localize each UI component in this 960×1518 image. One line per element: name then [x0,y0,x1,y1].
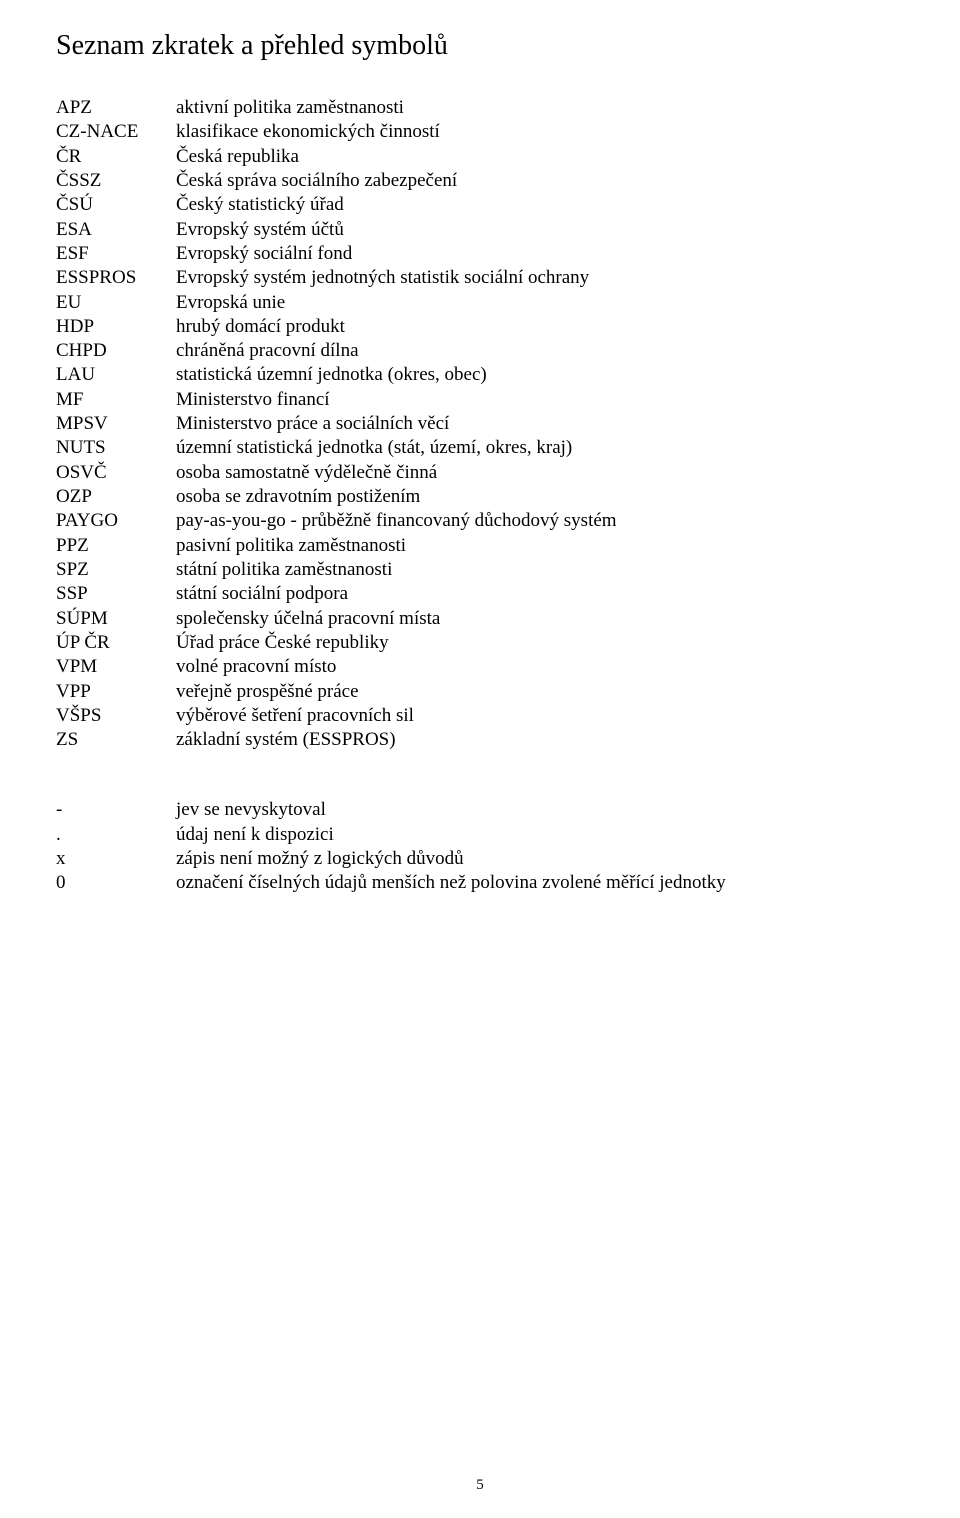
table-row: LAUstatistická územní jednotka (okres, o… [56,363,904,387]
abbreviation: VPM [56,655,176,679]
symbol: . [56,823,176,847]
definition: státní politika zaměstnanosti [176,558,904,582]
table-row: ČSSZČeská správa sociálního zabezpečení [56,169,904,193]
abbreviation: NUTS [56,436,176,460]
definition: územní statistická jednotka (stát, území… [176,436,904,460]
table-row: xzápis není možný z logických důvodů [56,847,904,871]
definition: chráněná pracovní dílna [176,339,904,363]
abbreviation: PPZ [56,534,176,558]
abbreviation: HDP [56,315,176,339]
definition: základní systém (ESSPROS) [176,728,904,752]
abbreviation: CZ-NACE [56,120,176,144]
table-row: ESAEvropský systém účtů [56,218,904,242]
definition: aktivní politika zaměstnanosti [176,96,904,120]
table-row: ZSzákladní systém (ESSPROS) [56,728,904,752]
symbol: 0 [56,871,176,895]
abbreviation: SSP [56,582,176,606]
table-row: MFMinisterstvo financí [56,388,904,412]
document-page: Seznam zkratek a přehled symbolů APZakti… [0,0,960,1518]
table-row: CHPDchráněná pracovní dílna [56,339,904,363]
abbreviation: ESSPROS [56,266,176,290]
abbreviation: ZS [56,728,176,752]
table-row: NUTSúzemní statistická jednotka (stát, ú… [56,436,904,460]
definition: Evropský sociální fond [176,242,904,266]
table-row: SSPstátní sociální podpora [56,582,904,606]
table-row: APZaktivní politika zaměstnanosti [56,96,904,120]
abbreviation: MF [56,388,176,412]
abbreviation: VŠPS [56,704,176,728]
abbreviation: SÚPM [56,607,176,631]
definition: hrubý domácí produkt [176,315,904,339]
table-row: SPZstátní politika zaměstnanosti [56,558,904,582]
definition: Úřad práce České republiky [176,631,904,655]
table-row: .údaj není k dispozici [56,823,904,847]
abbreviation: LAU [56,363,176,387]
definition: statistická územní jednotka (okres, obec… [176,363,904,387]
definition: výběrové šetření pracovních sil [176,704,904,728]
abbreviation: MPSV [56,412,176,436]
definition: veřejně prospěšné práce [176,680,904,704]
page-number: 5 [0,1477,960,1494]
table-row: PPZpasivní politika zaměstnanosti [56,534,904,558]
table-row: EUEvropská unie [56,291,904,315]
table-row: MPSVMinisterstvo práce a sociálních věcí [56,412,904,436]
definition: pasivní politika zaměstnanosti [176,534,904,558]
table-row: ÚP ČRÚřad práce České republiky [56,631,904,655]
table-row: VPPveřejně prospěšné práce [56,680,904,704]
abbreviation: OZP [56,485,176,509]
definition: Ministerstvo financí [176,388,904,412]
abbreviation: PAYGO [56,509,176,533]
table-row: ESFEvropský sociální fond [56,242,904,266]
abbreviation: EU [56,291,176,315]
table-row: CZ-NACEklasifikace ekonomických činností [56,120,904,144]
definition: klasifikace ekonomických činností [176,120,904,144]
table-row: SÚPMspolečensky účelná pracovní místa [56,607,904,631]
abbreviation: ÚP ČR [56,631,176,655]
table-row: ČSÚČeský statistický úřad [56,193,904,217]
abbreviation: ČSÚ [56,193,176,217]
abbreviations-table: APZaktivní politika zaměstnanostiCZ-NACE… [56,96,904,752]
table-row: VPMvolné pracovní místo [56,655,904,679]
table-row: VŠPSvýběrové šetření pracovních sil [56,704,904,728]
abbreviation: APZ [56,96,176,120]
abbreviation: ČR [56,145,176,169]
table-row: PAYGOpay-as-you-go - průběžně financovan… [56,509,904,533]
definition: údaj není k dispozici [176,823,904,847]
abbreviation: CHPD [56,339,176,363]
definition: Český statistický úřad [176,193,904,217]
definition: osoba samostatně výdělečně činná [176,461,904,485]
symbol: x [56,847,176,871]
symbols-table: -jev se nevyskytoval.údaj není k dispozi… [56,798,904,895]
definition: Evropský systém jednotných statistik soc… [176,266,904,290]
abbreviation: ČSSZ [56,169,176,193]
abbreviation: SPZ [56,558,176,582]
definition: společensky účelná pracovní místa [176,607,904,631]
definition: Česká republika [176,145,904,169]
abbreviation: ESA [56,218,176,242]
definition: státní sociální podpora [176,582,904,606]
table-row: 0označení číselných údajů menších než po… [56,871,904,895]
symbol: - [56,798,176,822]
table-row: ESSPROSEvropský systém jednotných statis… [56,266,904,290]
definition: Česká správa sociálního zabezpečení [176,169,904,193]
table-row: OSVČosoba samostatně výdělečně činná [56,461,904,485]
definition: jev se nevyskytoval [176,798,904,822]
definition: označení číselných údajů menších než pol… [176,871,904,895]
table-row: ČRČeská republika [56,145,904,169]
table-row: -jev se nevyskytoval [56,798,904,822]
definition: zápis není možný z logických důvodů [176,847,904,871]
page-title: Seznam zkratek a přehled symbolů [56,30,904,62]
abbreviation: VPP [56,680,176,704]
abbreviation: ESF [56,242,176,266]
table-row: HDPhrubý domácí produkt [56,315,904,339]
definition: Evropský systém účtů [176,218,904,242]
definition: volné pracovní místo [176,655,904,679]
definition: pay-as-you-go - průběžně financovaný důc… [176,509,904,533]
definition: osoba se zdravotním postižením [176,485,904,509]
table-row: OZPosoba se zdravotním postižením [56,485,904,509]
definition: Evropská unie [176,291,904,315]
abbreviation: OSVČ [56,461,176,485]
definition: Ministerstvo práce a sociálních věcí [176,412,904,436]
